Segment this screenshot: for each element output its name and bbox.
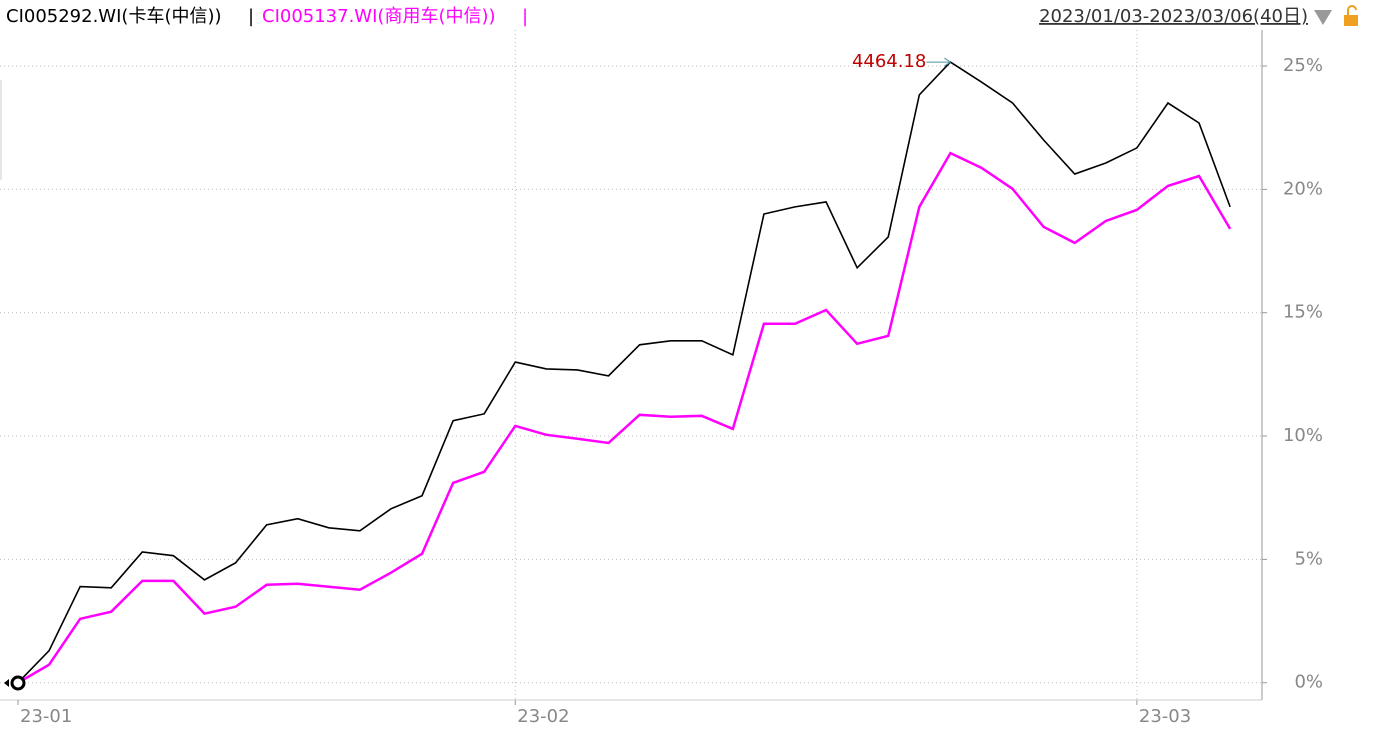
legend-separator: |	[248, 6, 254, 27]
legend-entry: CI005137.WI(商用车(中信))	[262, 6, 496, 27]
y-tick-label: 10%	[1283, 425, 1323, 446]
y-tick-label: 20%	[1283, 178, 1323, 199]
annotation-arrowhead	[944, 57, 952, 67]
dropdown-icon[interactable]	[1314, 10, 1332, 25]
x-tick-label: 23-02	[517, 706, 569, 727]
date-range[interactable]: 2023/01/03-2023/03/06(40日)	[1039, 6, 1308, 27]
x-tick-label: 23-01	[20, 706, 72, 727]
plot: 0% 5% 10% 15% 20% 25% 23-01 23-02 23-03 4464.18	[0, 30, 1323, 727]
x-tick-label: 23-03	[1139, 706, 1191, 727]
start-marker	[4, 675, 26, 691]
y-tick-label: 15%	[1283, 302, 1323, 323]
series-line	[17, 61, 1231, 684]
y-tick-label: 5%	[1294, 548, 1323, 569]
annotation: 4464.18	[852, 51, 926, 72]
legend-separator: |	[522, 6, 528, 27]
series-line	[17, 151, 1232, 684]
lock-icon[interactable]	[1344, 5, 1358, 26]
y-tick-label: 0%	[1294, 672, 1323, 693]
legend-entry: CI005292.WI(卡车(中信))	[6, 6, 222, 27]
y-tick-label: 25%	[1283, 55, 1323, 76]
